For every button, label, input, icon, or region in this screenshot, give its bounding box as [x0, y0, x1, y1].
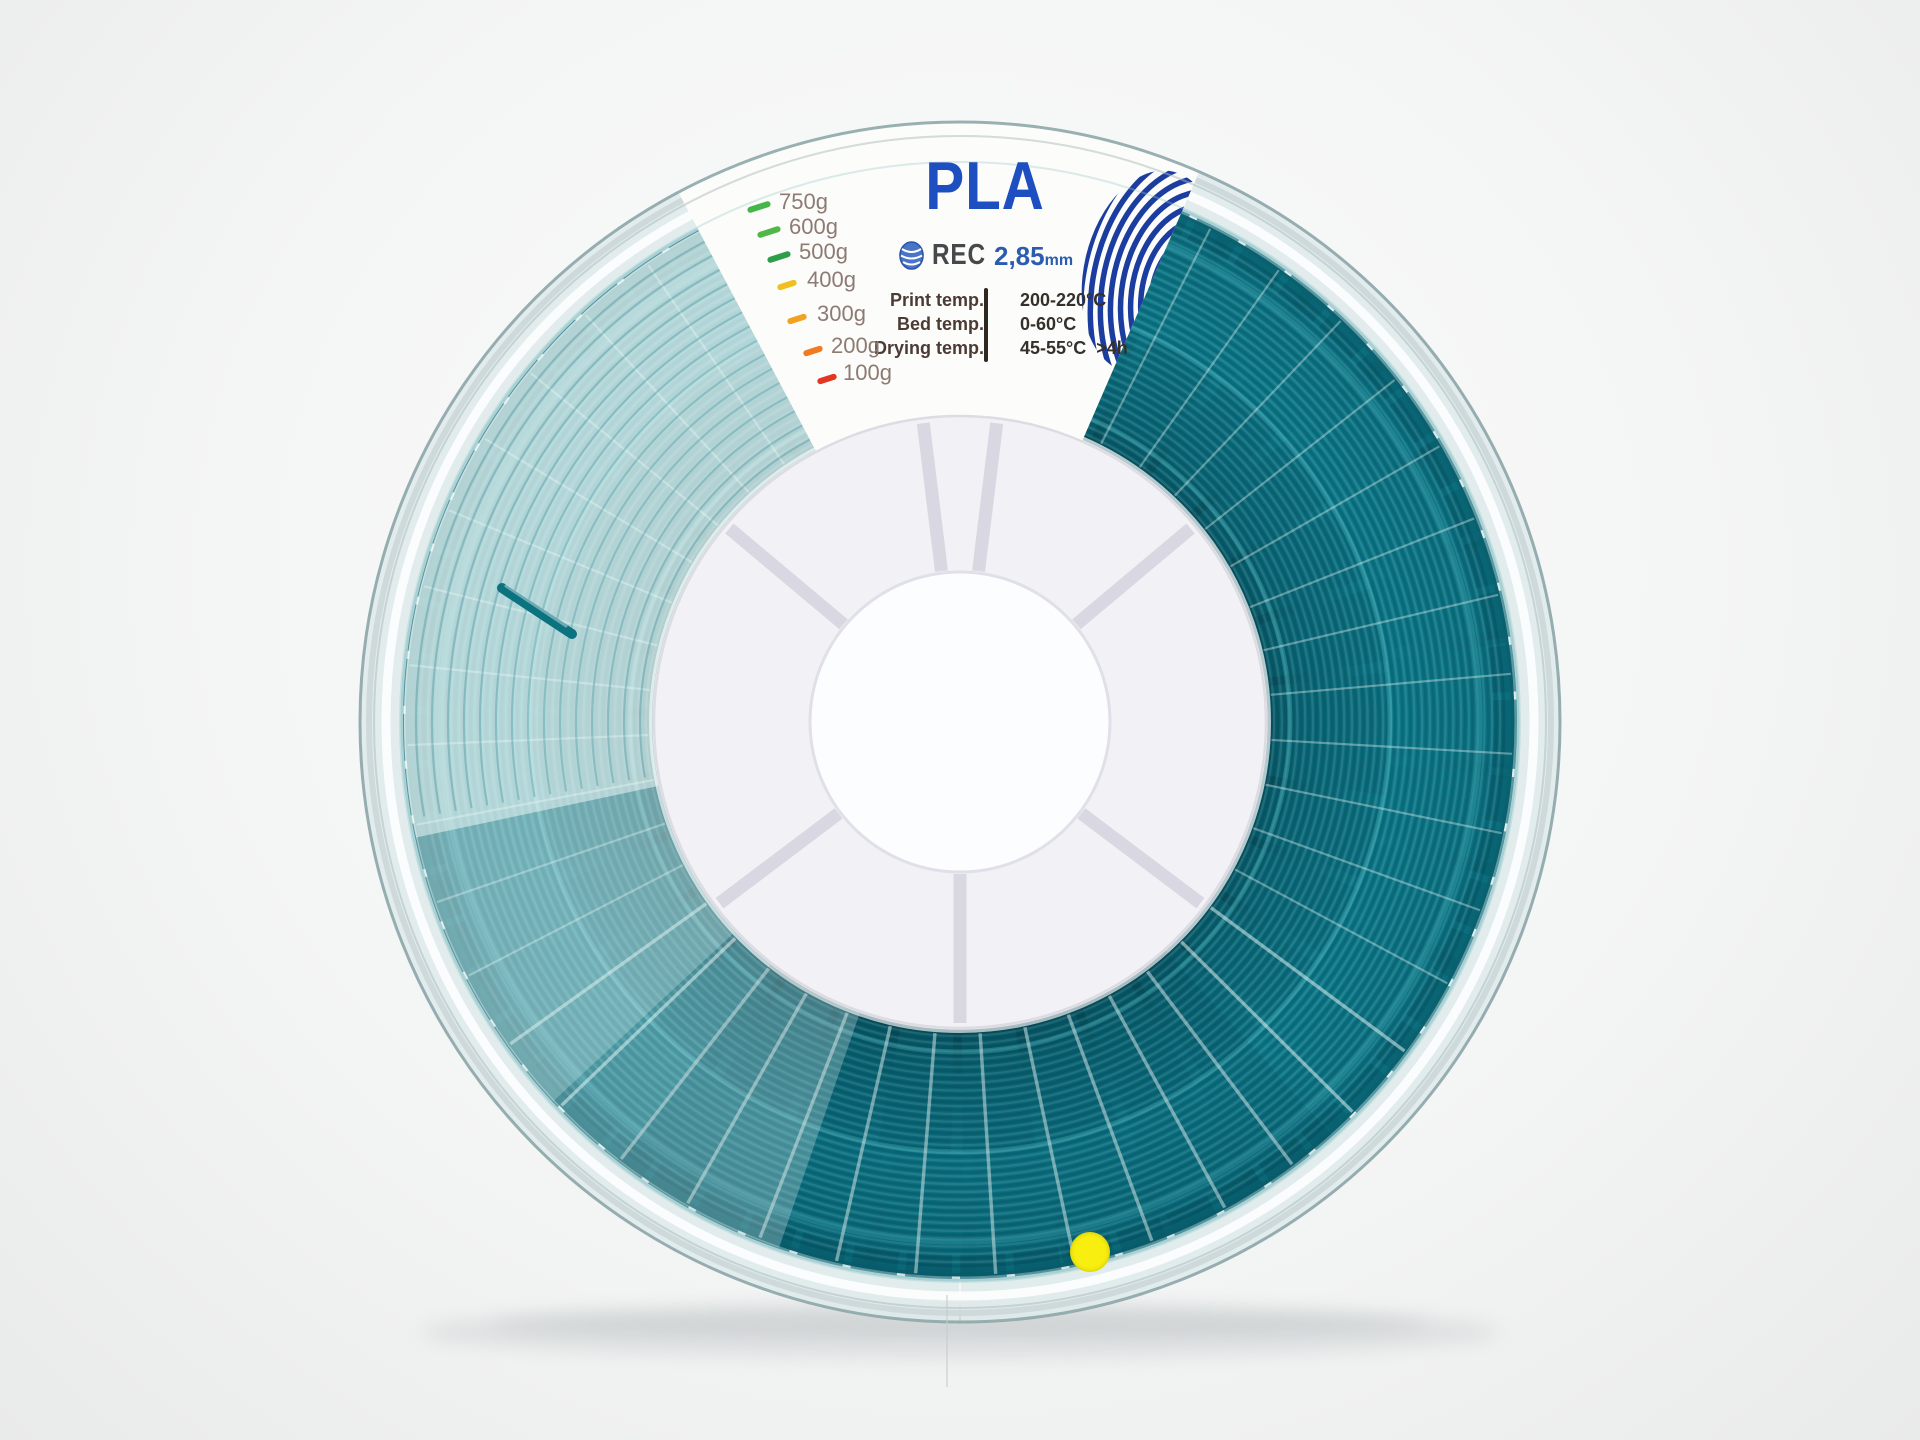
spec-row-drying-temp: Drying temp. 45-55°C >4h: [800, 338, 1128, 360]
weight-mark-200g: 200g: [831, 333, 880, 358]
backdrop-seam-line: [946, 1295, 948, 1387]
spec-row-print-temp: Print temp. 200-220°C: [800, 290, 1106, 312]
diameter-value: 2,85: [994, 241, 1045, 271]
spec-label: Drying temp.: [873, 338, 984, 358]
spec-label: Bed temp.: [896, 314, 984, 334]
loose-strand-details: [497, 583, 577, 639]
drop-shadow: [420, 1304, 1500, 1360]
material-title: PLA: [925, 148, 1045, 224]
weight-mark-600g: 600g: [789, 214, 838, 239]
weight-mark-100g: 100g: [843, 360, 892, 385]
spec-value: 200-220°C: [1020, 290, 1107, 310]
coil-light-reflections: [403, 226, 1332, 1278]
weight-mark-500g: 500g: [799, 239, 848, 264]
brand-row: REC: [898, 238, 996, 272]
diameter-unit: mm: [1044, 252, 1074, 269]
weight-mark-400g: 400g: [807, 267, 856, 292]
spec-table-divider: [984, 288, 988, 362]
weight-mark-750g: 750g: [779, 189, 828, 214]
spec-label: Print temp.: [889, 290, 984, 310]
diameter-label: 2,85mm: [994, 243, 1073, 269]
spool-hub: [652, 414, 1268, 1030]
spec-value: 45-55°C >4h: [1020, 338, 1128, 358]
weight-mark-300g: 300g: [817, 301, 866, 326]
quality-control-dot: [1070, 1232, 1110, 1272]
transparent-face-lines: [358, 120, 1562, 1324]
spec-row-bed-temp: Bed temp. 0-60°C: [800, 314, 1076, 336]
spec-value: 0-60°C: [1020, 314, 1077, 334]
label-sector: [677, 120, 1200, 461]
brand-name: REC: [932, 238, 986, 271]
rec-brand-icon: [899, 240, 924, 270]
